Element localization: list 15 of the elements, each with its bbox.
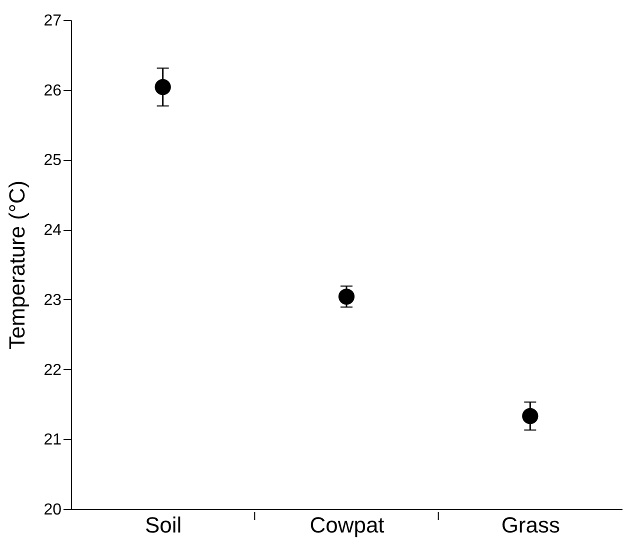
y-tick-label: 23	[44, 292, 62, 309]
y-tick-label: 22	[44, 362, 62, 379]
point	[522, 408, 538, 424]
y-tick-label: 20	[44, 502, 62, 518]
x-tick-label: Grass	[501, 512, 560, 538]
point	[338, 288, 355, 305]
y-tick-label: 27	[44, 12, 62, 30]
x-tick-label: Soil	[144, 512, 182, 538]
y-tick-label: 26	[44, 82, 62, 100]
y-axis-title: Temperature (°C)	[4, 180, 30, 350]
y-tick-label: 21	[44, 432, 62, 449]
y-tick-label: 25	[44, 152, 62, 170]
point	[154, 79, 171, 96]
x-tick-label: Cowpat	[310, 512, 384, 538]
y-tick-label: 24	[44, 222, 62, 240]
